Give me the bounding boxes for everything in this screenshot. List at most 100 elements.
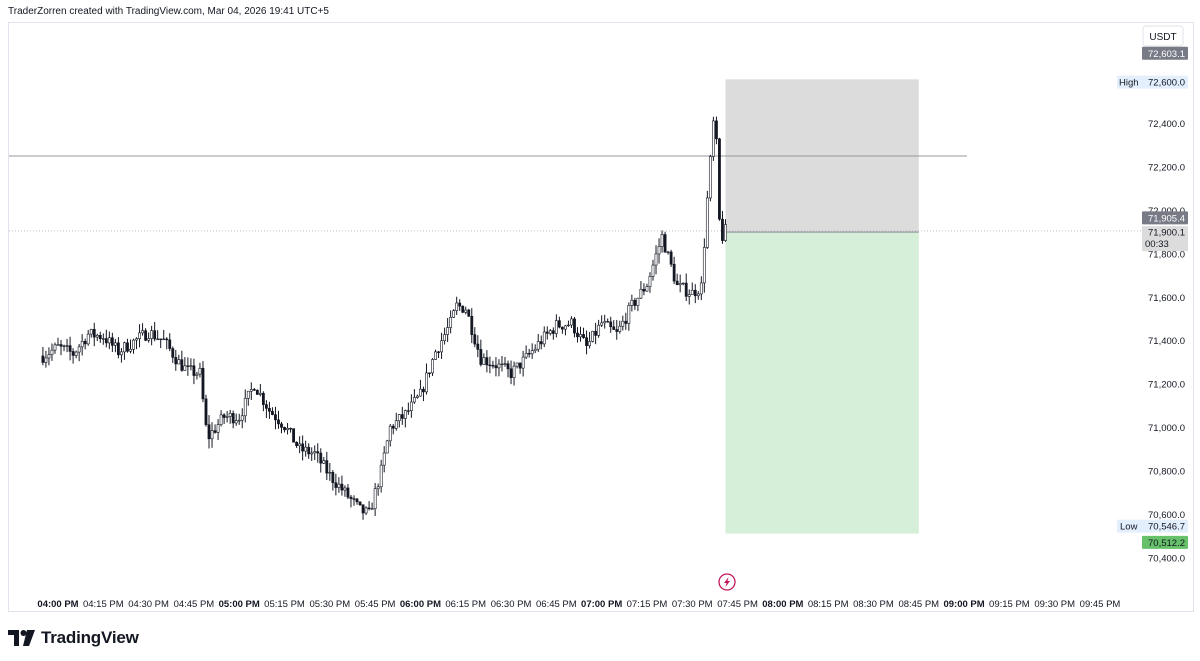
candle-body bbox=[225, 416, 229, 418]
candle-body bbox=[391, 425, 395, 429]
candle-body bbox=[268, 408, 271, 412]
candle-body bbox=[672, 263, 676, 282]
candle-body bbox=[434, 351, 437, 360]
candle-body bbox=[615, 329, 619, 332]
candle-body bbox=[367, 507, 371, 510]
candle-body bbox=[150, 330, 154, 339]
candle-body bbox=[527, 353, 531, 355]
candle-body bbox=[352, 498, 356, 500]
candle-body bbox=[165, 338, 169, 341]
candle-body bbox=[485, 357, 489, 366]
candle-body bbox=[240, 415, 244, 421]
x-tick-label: 08:45 PM bbox=[898, 599, 939, 610]
candle-body bbox=[59, 344, 63, 347]
candle-body bbox=[403, 410, 407, 419]
candle-body bbox=[50, 349, 54, 355]
candle-body bbox=[406, 410, 410, 412]
candle-body bbox=[524, 353, 528, 358]
candle-body bbox=[582, 334, 585, 338]
price-scale[interactable]: 72,400.0 72,200.0 72,000.0 71,800.0 71,600.0… bbox=[1117, 25, 1188, 565]
candle-body bbox=[222, 414, 226, 418]
candle-body bbox=[283, 427, 286, 431]
candle-body bbox=[325, 460, 329, 474]
candle-body bbox=[618, 325, 622, 332]
candle-body bbox=[633, 299, 637, 306]
candle-body bbox=[113, 342, 117, 346]
candle-body bbox=[295, 441, 299, 447]
candle-body bbox=[147, 338, 151, 341]
y-tick-label: 72,000.0 bbox=[1148, 206, 1185, 217]
candle-body bbox=[120, 351, 123, 356]
candle-body bbox=[678, 283, 682, 286]
chart-attribution: TraderZorren created with TradingView.co… bbox=[8, 6, 329, 17]
candle-body bbox=[373, 488, 377, 509]
candle-body bbox=[204, 398, 208, 426]
candle-body bbox=[337, 483, 341, 488]
candle-body bbox=[255, 389, 259, 395]
candle-body bbox=[412, 397, 416, 403]
candle-body bbox=[630, 299, 634, 306]
candle-body bbox=[129, 348, 132, 352]
candle-body bbox=[104, 338, 108, 344]
x-tick-label: 06:00 PM bbox=[400, 599, 441, 610]
candle-body bbox=[591, 330, 594, 342]
candle-body bbox=[141, 330, 144, 334]
candle-body bbox=[162, 338, 166, 341]
candle-body bbox=[80, 340, 84, 348]
candle-body bbox=[228, 413, 232, 417]
y-tick-label: 71,800.0 bbox=[1148, 249, 1185, 260]
candle-body bbox=[53, 344, 57, 351]
candle-body bbox=[467, 309, 471, 317]
candle-body bbox=[117, 342, 120, 356]
candle-body bbox=[585, 337, 588, 346]
candlestick-chart[interactable]: 72,400.0 72,200.0 72,000.0 71,800.0 71,600.0… bbox=[9, 23, 1195, 613]
chart-frame[interactable]: 72,400.0 72,200.0 72,000.0 71,800.0 71,600.0… bbox=[8, 22, 1194, 612]
low-tag: Low bbox=[1120, 522, 1138, 533]
candle-body bbox=[712, 120, 715, 157]
candle-body bbox=[271, 410, 274, 415]
candle-body bbox=[47, 354, 51, 359]
candle-body bbox=[416, 395, 419, 398]
candle-body bbox=[491, 364, 495, 367]
candle-body bbox=[331, 472, 335, 484]
candle-body bbox=[721, 218, 724, 241]
candle-body bbox=[307, 446, 311, 455]
time-axis[interactable]: 04:00 PM 04:15 PM 04:30 PM 04:45 PM 05:00 PM… bbox=[37, 599, 1120, 610]
x-tick-label: 05:15 PM bbox=[264, 599, 305, 610]
take-profit-zone[interactable] bbox=[725, 232, 919, 534]
candle-body bbox=[449, 317, 453, 328]
candle-body bbox=[657, 246, 661, 255]
currency-button[interactable]: USDT bbox=[1149, 32, 1176, 43]
x-tick-label: 07:00 PM bbox=[581, 599, 622, 610]
candle-body bbox=[506, 363, 510, 370]
candle-body bbox=[65, 345, 69, 347]
y-tick-label: 72,200.0 bbox=[1148, 162, 1185, 173]
candle-body bbox=[231, 413, 235, 424]
candle-body bbox=[274, 414, 277, 421]
candle-body bbox=[693, 289, 697, 297]
candle-body bbox=[252, 389, 256, 391]
candle-body bbox=[364, 507, 368, 514]
lightning-icon[interactable] bbox=[718, 573, 736, 591]
candle-body bbox=[243, 398, 247, 417]
candle-body bbox=[503, 363, 507, 365]
candle-body bbox=[346, 487, 350, 498]
candle-body bbox=[138, 332, 141, 339]
candle-body bbox=[470, 316, 474, 335]
candle-body bbox=[518, 362, 522, 369]
candle-body bbox=[512, 365, 516, 379]
candle-body bbox=[660, 234, 664, 247]
candle-body bbox=[159, 338, 163, 340]
candle-body bbox=[261, 392, 265, 405]
candle-body bbox=[95, 335, 99, 338]
tradingview-branding[interactable]: TradingView bbox=[8, 628, 139, 648]
candle-body bbox=[446, 327, 450, 335]
candle-body bbox=[488, 364, 492, 367]
candle-body bbox=[409, 401, 413, 411]
candle-body bbox=[648, 276, 652, 287]
candle-body bbox=[579, 334, 582, 338]
tradingview-logo-icon bbox=[8, 630, 35, 646]
candle-body bbox=[600, 322, 604, 326]
candle-body bbox=[207, 424, 211, 440]
x-tick-label: 04:45 PM bbox=[174, 599, 215, 610]
